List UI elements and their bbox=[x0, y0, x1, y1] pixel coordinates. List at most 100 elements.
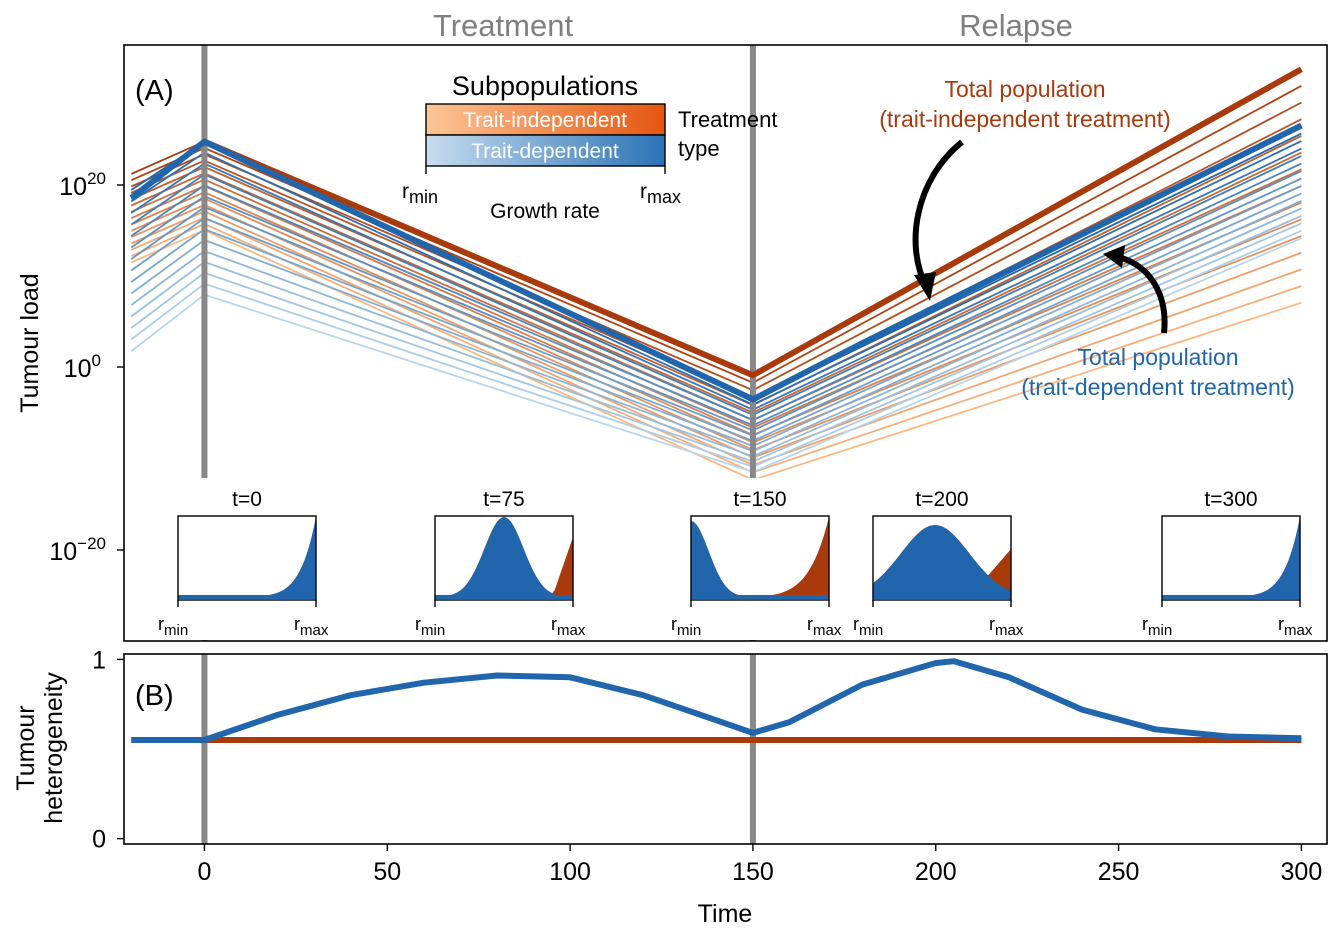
subpopulation-line-trait-dependent-5 bbox=[130, 207, 1302, 453]
subpopulation-line-trait-independent-1 bbox=[130, 229, 1302, 481]
inset-title: t=150 bbox=[733, 488, 786, 511]
inset-frame bbox=[434, 515, 574, 601]
annotation-blue: Total population (trait-dependent treatm… bbox=[1021, 245, 1295, 400]
legend-side-label-1: Treatment bbox=[678, 107, 777, 132]
panel-a-frame bbox=[123, 44, 1328, 642]
xtick-label-200: 200 bbox=[915, 858, 957, 886]
subpopulation-line-trait-dependent-1 bbox=[130, 237, 1302, 473]
subpopulation-line-trait-dependent-9 bbox=[130, 177, 1302, 432]
subpopulation-line-trait-independent-8 bbox=[130, 184, 1302, 429]
annotation-orange-line1: Total population bbox=[944, 76, 1105, 102]
panel-b-ylabel-line1: Tumour bbox=[12, 705, 40, 790]
inset-frame bbox=[1161, 515, 1301, 601]
subpopulation-line-trait-dependent-11 bbox=[130, 162, 1302, 422]
inset-title: t=200 bbox=[915, 488, 968, 511]
subpopulation-line-trait-dependent-2 bbox=[130, 229, 1302, 468]
legend-rmax: rmax bbox=[640, 180, 681, 207]
legend-swatch-trait-dependent bbox=[425, 134, 666, 167]
legend-title: Subpopulations bbox=[452, 71, 638, 101]
subpopulation-line-trait-dependent-13 bbox=[130, 147, 1302, 411]
annotation-blue-arrow bbox=[1117, 254, 1168, 334]
subpopulation-line-trait-independent-7 bbox=[130, 191, 1302, 436]
inset-rmax-label: rmax bbox=[551, 614, 586, 639]
inset-t-300: t=300 rmin rmax bbox=[1142, 478, 1313, 640]
annotation-orange-arrowhead bbox=[914, 272, 936, 301]
inset-t-150: t=150 rmin rmax bbox=[671, 478, 842, 640]
legend-side-label-2: type bbox=[678, 136, 720, 161]
xtick-label-0: 0 bbox=[197, 858, 211, 886]
ytick-label-1e0: 100 bbox=[64, 351, 101, 383]
xtick-label-50: 50 bbox=[373, 858, 401, 886]
inset-rmax-label: rmax bbox=[807, 614, 842, 639]
panel-b: (B) Tumour heterogeneity 01 0 50 100 150 200… bbox=[12, 646, 1328, 928]
annotation-orange-line2: (trait-independent treatment) bbox=[879, 106, 1171, 132]
inset-title: t=300 bbox=[1204, 488, 1257, 511]
inset-frame bbox=[690, 515, 830, 601]
annotation-orange-arrow bbox=[912, 139, 964, 288]
total-line-trait-dependent bbox=[129, 122, 1303, 403]
panel-b-frame bbox=[123, 653, 1328, 845]
inset-background bbox=[172, 478, 322, 640]
xtick-label-150: 150 bbox=[732, 858, 774, 886]
annotation-orange: Total population (trait-independent trea… bbox=[879, 76, 1171, 301]
panel-b-label: (B) bbox=[135, 680, 174, 712]
subpopulation-line-trait-independent-14 bbox=[130, 85, 1302, 384]
treatment-phase-label: Treatment bbox=[433, 8, 574, 43]
x-axis-label: Time bbox=[698, 900, 753, 928]
heterogeneity-line-trait-dependent bbox=[131, 658, 1302, 743]
panel-a-total-lines bbox=[129, 66, 1303, 403]
inset-t-75: t=75 rmin rmax bbox=[415, 478, 586, 640]
annotation-blue-line1: Total population bbox=[1077, 344, 1238, 370]
inset-rmin-label: rmin bbox=[671, 614, 701, 639]
ytick-label-1e20: 1020 bbox=[59, 169, 106, 201]
inset-frame bbox=[872, 515, 1012, 601]
inset-rmax-label: rmax bbox=[294, 614, 329, 639]
inset-rmin-label: rmin bbox=[1142, 614, 1172, 639]
panel-b-lines bbox=[131, 658, 1302, 743]
ytick-label-0: 0 bbox=[92, 826, 106, 854]
subpopulation-line-trait-dependent-8 bbox=[130, 185, 1302, 437]
subpopulation-line-trait-dependent-3 bbox=[130, 222, 1302, 463]
inset-trait-dependent-area bbox=[435, 517, 573, 597]
panel-b-phase-lines bbox=[201, 654, 756, 844]
inset-t-200: t=200 rmin rmax bbox=[853, 478, 1024, 640]
legend-swatch-trait-independent bbox=[425, 103, 666, 136]
subpopulation-line-trait-dependent-14 bbox=[130, 140, 1302, 406]
legend: Subpopulations Trait-independent Trait-d… bbox=[402, 71, 777, 223]
subpopulation-line-trait-dependent-6 bbox=[130, 200, 1302, 447]
panel-b-y-ticks: 01 bbox=[92, 646, 124, 854]
panel-b-x-ticks: 0 50 100 150 200 250 300 bbox=[197, 844, 1322, 886]
inset-rmin-label: rmin bbox=[415, 614, 445, 639]
subpopulation-line-trait-independent-9 bbox=[130, 168, 1302, 422]
xtick-label-100: 100 bbox=[549, 858, 591, 886]
subpopulation-line-trait-independent-2 bbox=[130, 222, 1302, 474]
subpopulation-line-trait-independent-6 bbox=[130, 197, 1302, 444]
relapse-phase-label: Relapse bbox=[959, 8, 1073, 43]
legend-rmin: rmin bbox=[402, 180, 438, 207]
inset-trait-dependent-area bbox=[691, 521, 829, 597]
subpopulation-line-trait-independent-10 bbox=[130, 151, 1302, 414]
annotation-blue-line2: (trait-dependent treatment) bbox=[1021, 374, 1295, 400]
subpopulation-line-trait-dependent-7 bbox=[130, 192, 1302, 442]
subpopulation-line-trait-dependent-10 bbox=[130, 170, 1302, 427]
inset-rmax-label: rmax bbox=[989, 614, 1024, 639]
xtick-label-250: 250 bbox=[1098, 858, 1140, 886]
subpopulation-line-trait-dependent-12 bbox=[130, 155, 1302, 416]
total-line-trait-independent bbox=[203, 66, 1303, 379]
inset-rmin-label: rmin bbox=[853, 614, 883, 639]
inset-title: t=75 bbox=[483, 488, 524, 511]
inset-trait-dependent-area bbox=[1162, 517, 1300, 597]
legend-caption: Growth rate bbox=[490, 200, 600, 223]
ytick-label-1: 1 bbox=[92, 646, 106, 674]
inset-rmin-label: rmin bbox=[158, 614, 188, 639]
inset-frame bbox=[177, 515, 317, 601]
inset-background bbox=[1156, 478, 1306, 640]
subpopulation-line-trait-independent-3 bbox=[130, 216, 1302, 466]
xtick-label-300: 300 bbox=[1281, 858, 1323, 886]
inset-trait-dependent-area bbox=[873, 525, 1011, 597]
inset-t-0: t=0 rmin rmax bbox=[158, 478, 329, 640]
inset-title: t=0 bbox=[232, 488, 262, 511]
panel-a-label: (A) bbox=[135, 75, 174, 107]
